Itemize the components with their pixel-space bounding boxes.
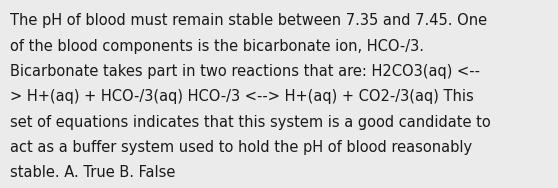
Text: The pH of blood must remain stable between 7.35 and 7.45. One: The pH of blood must remain stable betwe… bbox=[10, 13, 487, 28]
Text: Bicarbonate takes part in two reactions that are: H2CO3(aq) <--: Bicarbonate takes part in two reactions … bbox=[10, 64, 480, 79]
Text: stable. A. True B. False: stable. A. True B. False bbox=[10, 165, 175, 180]
Text: act as a buffer system used to hold the pH of blood reasonably: act as a buffer system used to hold the … bbox=[10, 140, 472, 155]
Text: > H+(aq) + HCO-/3(aq) HCO-/3 <--> H+(aq) + CO2-/3(aq) This: > H+(aq) + HCO-/3(aq) HCO-/3 <--> H+(aq)… bbox=[10, 89, 474, 104]
Text: set of equations indicates that this system is a good candidate to: set of equations indicates that this sys… bbox=[10, 115, 491, 130]
Text: of the blood components is the bicarbonate ion, HCO-/3.: of the blood components is the bicarbona… bbox=[10, 39, 424, 54]
